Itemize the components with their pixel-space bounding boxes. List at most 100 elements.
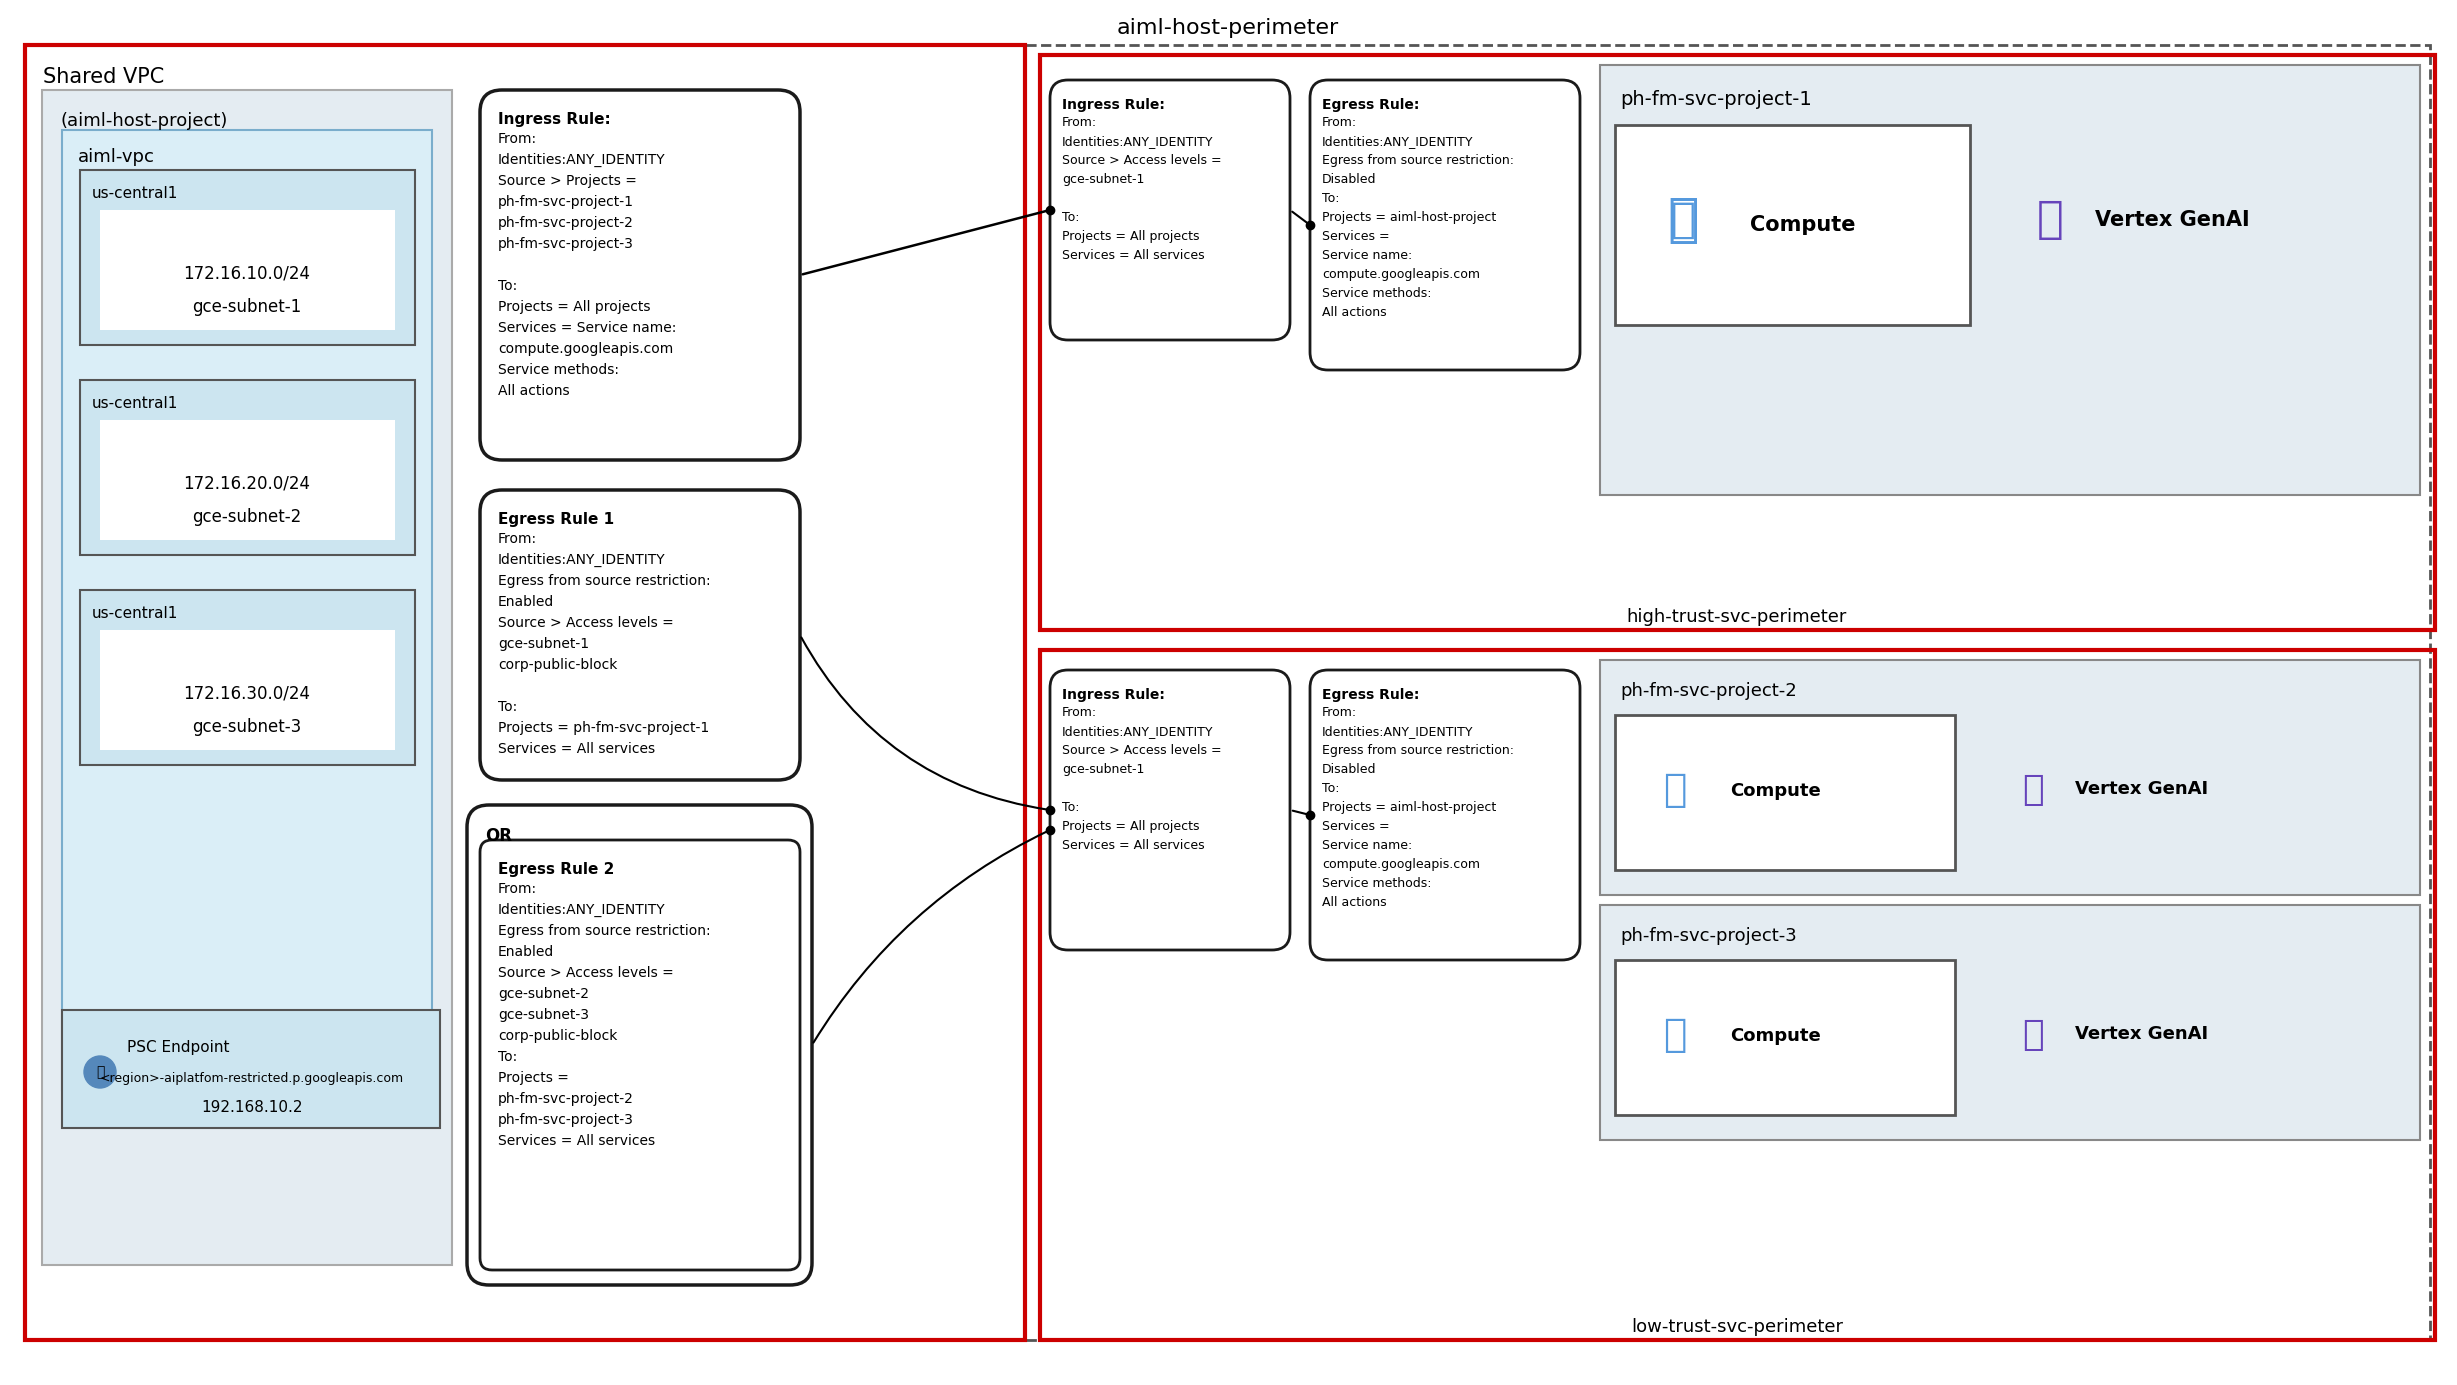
Text: ph-fm-svc-project-2: ph-fm-svc-project-2	[499, 216, 634, 230]
FancyBboxPatch shape	[479, 839, 801, 1270]
Text: compute.googleapis.com: compute.googleapis.com	[499, 342, 673, 356]
Text: From:: From:	[499, 132, 538, 145]
Text: Source > Projects =: Source > Projects =	[499, 175, 636, 188]
Text: gce-subnet-3: gce-subnet-3	[192, 717, 302, 735]
Bar	[1600, 65, 2420, 494]
Bar	[1039, 55, 2435, 630]
Text: Services = Service name:: Services = Service name:	[499, 321, 676, 335]
Text: Projects = aiml-host-project: Projects = aiml-host-project	[1322, 801, 1496, 814]
Text: To:: To:	[1061, 211, 1079, 224]
Text: Egress Rule:: Egress Rule:	[1322, 98, 1420, 112]
Text: Identities:ANY_IDENTITY: Identities:ANY_IDENTITY	[1322, 724, 1474, 738]
Text: Ingress Rule:: Ingress Rule:	[499, 112, 612, 127]
Text: Enabled: Enabled	[499, 596, 555, 609]
Circle shape	[84, 1055, 115, 1089]
Text: gce-subnet-2: gce-subnet-2	[192, 508, 302, 526]
Text: low-trust-svc-perimeter: low-trust-svc-perimeter	[1631, 1319, 1843, 1337]
Bar	[61, 130, 432, 1090]
Bar	[1995, 125, 2396, 325]
Text: Ingress Rule:: Ingress Rule:	[1061, 688, 1165, 702]
Text: ph-fm-svc-project-2: ph-fm-svc-project-2	[1619, 681, 1796, 699]
Text: compute.googleapis.com: compute.googleapis.com	[1322, 857, 1479, 871]
Bar	[1985, 960, 2396, 1115]
Text: aiml-vpc: aiml-vpc	[79, 148, 155, 166]
Text: Identities:ANY_IDENTITY: Identities:ANY_IDENTITY	[1061, 134, 1214, 148]
Text: Vertex GenAI: Vertex GenAI	[2076, 1025, 2209, 1043]
Text: Compute: Compute	[1730, 1028, 1821, 1046]
Text: Identities:ANY_IDENTITY: Identities:ANY_IDENTITY	[499, 152, 666, 168]
Text: <region>-aiplatfom-restricted.p.googleapis.com: <region>-aiplatfom-restricted.p.googleap…	[101, 1072, 403, 1084]
Text: From:: From:	[1322, 706, 1356, 719]
Text: (aiml-host-project): (aiml-host-project)	[59, 112, 229, 130]
Text: Enabled: Enabled	[499, 945, 555, 958]
FancyBboxPatch shape	[1310, 80, 1580, 370]
Text: 📱: 📱	[1663, 771, 1686, 809]
Bar	[101, 630, 396, 751]
Text: To:: To:	[1322, 783, 1339, 795]
Text: gce-subnet-1: gce-subnet-1	[192, 298, 302, 316]
Text: To:: To:	[1061, 801, 1079, 814]
Text: Egress Rule:: Egress Rule:	[1322, 688, 1420, 702]
Text: Services = All services: Services = All services	[499, 742, 656, 756]
FancyBboxPatch shape	[1049, 670, 1290, 950]
Text: ph-fm-svc-project-1: ph-fm-svc-project-1	[1619, 90, 1811, 109]
Text: 172.16.20.0/24: 172.16.20.0/24	[184, 475, 310, 493]
FancyBboxPatch shape	[479, 90, 801, 460]
Bar	[61, 1010, 440, 1127]
Text: Projects = aiml-host-project: Projects = aiml-host-project	[1322, 211, 1496, 224]
Text: Disabled: Disabled	[1322, 173, 1376, 186]
Bar	[81, 170, 415, 345]
Text: Services =: Services =	[1322, 230, 1391, 242]
Text: gce-subnet-1: gce-subnet-1	[1061, 173, 1145, 186]
Text: 192.168.10.2: 192.168.10.2	[201, 1100, 302, 1115]
Text: Projects = All projects: Projects = All projects	[1061, 820, 1199, 832]
Text: us-central1: us-central1	[91, 396, 179, 411]
Text: Projects =: Projects =	[499, 1071, 570, 1084]
Text: Service name:: Service name:	[1322, 249, 1413, 262]
Text: Services = All services: Services = All services	[1061, 839, 1204, 852]
Bar	[1614, 125, 1971, 325]
Text: From:: From:	[499, 882, 538, 896]
Bar	[1039, 650, 2435, 1341]
Text: All actions: All actions	[1322, 306, 1386, 319]
Text: Service methods:: Service methods:	[499, 363, 619, 377]
FancyBboxPatch shape	[467, 805, 811, 1285]
Text: To:: To:	[499, 1050, 518, 1064]
Text: Disabled: Disabled	[1322, 763, 1376, 776]
Text: Identities:ANY_IDENTITY: Identities:ANY_IDENTITY	[1322, 134, 1474, 148]
Text: gce-subnet-1: gce-subnet-1	[499, 637, 590, 651]
FancyBboxPatch shape	[1049, 80, 1290, 339]
Bar	[1985, 715, 2396, 870]
Text: All actions: All actions	[1322, 896, 1386, 909]
Text: Projects = All projects: Projects = All projects	[499, 301, 651, 314]
Text: From:: From:	[1061, 116, 1098, 129]
Text: Compute: Compute	[1730, 783, 1821, 801]
Text: gce-subnet-1: gce-subnet-1	[1061, 763, 1145, 776]
Text: gce-subnet-2: gce-subnet-2	[499, 988, 590, 1001]
Bar	[81, 590, 415, 765]
Text: OR: OR	[484, 827, 511, 845]
Bar	[1600, 661, 2420, 895]
Text: Service methods:: Service methods:	[1322, 877, 1432, 891]
Text: aiml-host-perimeter: aiml-host-perimeter	[1118, 18, 1339, 37]
Text: ph-fm-svc-project-2: ph-fm-svc-project-2	[499, 1091, 634, 1107]
Text: compute.googleapis.com: compute.googleapis.com	[1322, 269, 1479, 281]
Text: 🔷: 🔷	[2022, 773, 2044, 807]
Text: To:: To:	[1322, 193, 1339, 205]
Text: Identities:ANY_IDENTITY: Identities:ANY_IDENTITY	[1061, 724, 1214, 738]
Text: us-central1: us-central1	[91, 607, 179, 620]
Text: Egress Rule 1: Egress Rule 1	[499, 512, 614, 528]
Text: From:: From:	[1322, 116, 1356, 129]
Text: Egress from source restriction:: Egress from source restriction:	[1322, 744, 1514, 758]
Text: From:: From:	[1061, 706, 1098, 719]
Bar	[1600, 904, 2420, 1140]
Text: Ingress Rule:: Ingress Rule:	[1061, 98, 1165, 112]
Text: Services = All services: Services = All services	[1061, 249, 1204, 262]
Text: Services = All services: Services = All services	[499, 1134, 656, 1148]
FancyBboxPatch shape	[479, 490, 801, 780]
Text: Projects = All projects: Projects = All projects	[1061, 230, 1199, 242]
Text: Service methods:: Service methods:	[1322, 287, 1432, 301]
Bar	[101, 420, 396, 540]
FancyBboxPatch shape	[1310, 670, 1580, 960]
Text: To:: To:	[499, 278, 518, 294]
